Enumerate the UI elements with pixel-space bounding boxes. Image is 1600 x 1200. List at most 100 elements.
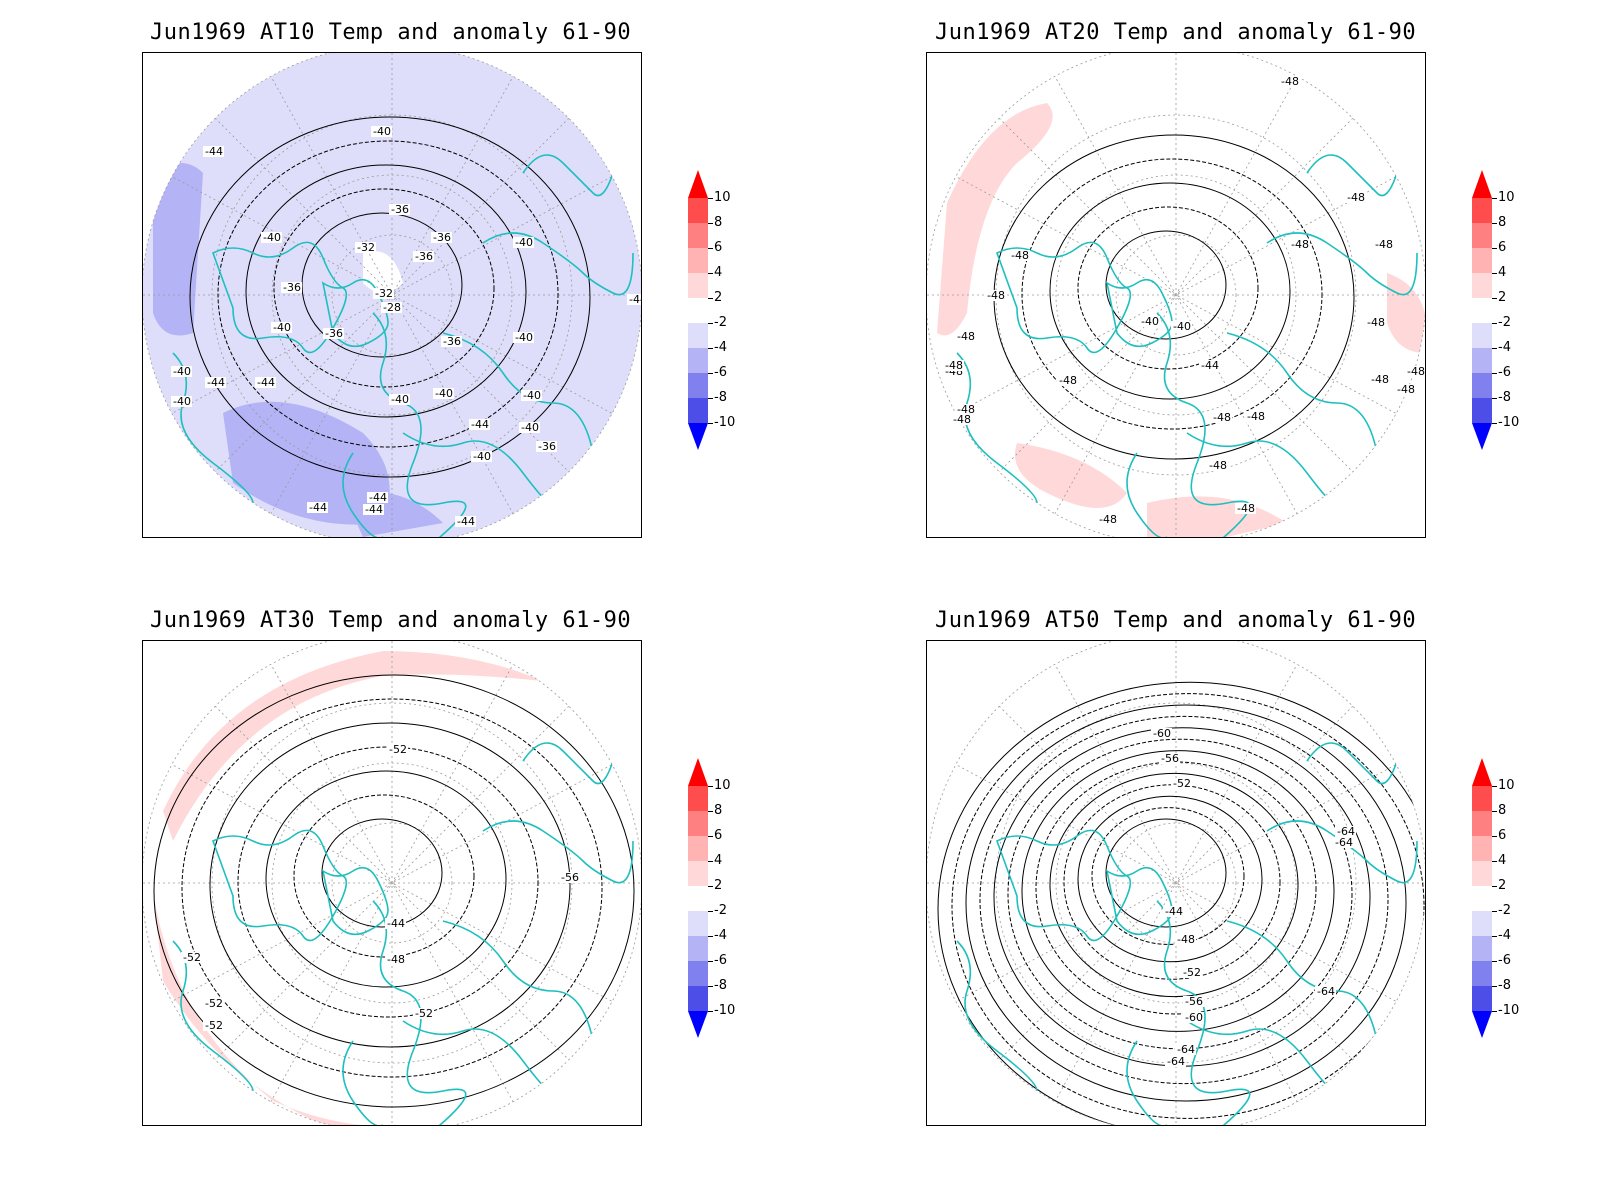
contour-label-bg — [373, 288, 394, 299]
colorbar-tick — [708, 248, 713, 249]
temperature-contour — [189, 116, 591, 478]
contour-label: -64 — [1335, 836, 1353, 849]
contour-label-bg — [1373, 239, 1394, 250]
temperature-contour — [951, 693, 1425, 1119]
colorbar-label: -10 — [1498, 415, 1520, 430]
contour-label: -40 — [435, 387, 453, 400]
contour-label: -36 — [538, 440, 556, 453]
contour-label-bg — [469, 419, 490, 430]
contour-label: -64 — [1177, 1043, 1195, 1056]
contour-label-bg — [521, 390, 542, 401]
contour-label-bg — [1405, 366, 1425, 377]
temperature-contour — [1063, 784, 1281, 980]
colorbar-svg — [688, 758, 708, 1038]
contour-label: -52 — [183, 951, 201, 964]
colorbar-label: -4 — [1498, 928, 1511, 943]
contour-label-bg — [455, 516, 476, 527]
contour-label: -40 — [263, 231, 281, 244]
grid-meridian — [927, 160, 1425, 430]
map-panel-at30: -52 -56 -44 -48 -52 -52 -52 -52 — [142, 640, 642, 1126]
colorbar-tick — [708, 298, 713, 299]
temperature-contour — [1007, 738, 1353, 1050]
contour-label: -44 — [257, 376, 275, 389]
contour-label: -44 — [1165, 905, 1183, 918]
contour-label: -48 — [1375, 238, 1393, 251]
contour-label: -48 — [1099, 513, 1117, 526]
colorbar-label: -10 — [714, 1003, 736, 1018]
colorbar-label: 2 — [714, 878, 723, 893]
colorbar-tick — [1492, 298, 1497, 299]
colorbar-at50: 10 8 6 4 2 -2 -4 -6 -8 -10 — [1472, 758, 1532, 1038]
contour-label: -44 — [369, 491, 387, 504]
temperature-contour — [237, 746, 539, 1018]
contour-label-bg — [1199, 360, 1220, 371]
coastline — [402, 1020, 564, 1102]
colorbar-tick — [1492, 811, 1497, 812]
colorbar-label: 4 — [714, 265, 723, 280]
contour-label-bg — [171, 396, 192, 407]
panel-title-at20: Jun1969 AT20 Temp and anomaly 61-90 — [935, 20, 1417, 45]
contour-label-bg — [1181, 967, 1202, 978]
coastline — [1226, 920, 1398, 1102]
colorbar-label: -10 — [1498, 1003, 1520, 1018]
contour-label: -36 — [443, 335, 461, 348]
contour-label-bg — [1279, 76, 1300, 87]
grid-parallel — [1055, 174, 1297, 416]
contour-label-bg — [955, 404, 976, 415]
colorbar-segment — [688, 398, 708, 423]
contour-label: -40 — [473, 450, 491, 463]
contour-label-bg — [1245, 411, 1266, 422]
colorbar-segment — [688, 861, 708, 886]
contour-label-bg — [1207, 460, 1228, 471]
contour-label: -48 — [1213, 411, 1231, 424]
temperature-contour — [1077, 795, 1263, 963]
contour-label: -40 — [515, 331, 533, 344]
colorbar-segment — [1472, 861, 1492, 886]
temperature-contour — [209, 722, 571, 1048]
colorbar-at30: 10 8 6 4 2 -2 -4 -6 -8 -10 — [688, 758, 748, 1038]
contour-label: -44 — [309, 501, 327, 514]
colorbar-segment — [688, 373, 708, 398]
panel-title-at50: Jun1969 AT50 Temp and anomaly 61-90 — [935, 608, 1417, 633]
contour-label-bg — [985, 290, 1006, 301]
coastline — [956, 352, 1038, 504]
contour-label: -52 — [415, 1007, 433, 1020]
colorbar-tick — [708, 861, 713, 862]
colorbar-tick — [1492, 198, 1497, 199]
colorbar-segment — [688, 886, 708, 911]
contour-label: -40 — [1141, 315, 1159, 328]
colorbar-label: -4 — [714, 928, 727, 943]
temperature-contour — [153, 674, 635, 1108]
coastline — [482, 232, 634, 296]
anomaly-shade — [363, 251, 403, 293]
anomaly-shade — [1015, 443, 1127, 508]
contour-label-bg — [1165, 1056, 1186, 1067]
grid-parallel — [271, 174, 513, 416]
colorbar-segment — [688, 323, 708, 348]
contour-label-bg — [1097, 514, 1118, 525]
contour-label-bg — [559, 872, 580, 883]
colorbar-segment — [688, 986, 708, 1011]
colorbar-segment — [688, 348, 708, 373]
contour-label: -44 — [629, 293, 641, 306]
contour-label-bg — [367, 492, 388, 503]
grid-meridian — [143, 160, 641, 430]
colorbar-label: -6 — [1498, 365, 1511, 380]
colorbar-tick — [1492, 886, 1497, 887]
map-disk — [143, 641, 641, 1125]
contour-label: -48 — [1371, 373, 1389, 386]
contour-label: -48 — [957, 403, 975, 416]
colorbar-tick — [1492, 348, 1497, 349]
colorbar-tick — [1492, 223, 1497, 224]
temperature-contour — [1105, 230, 1227, 340]
colorbar-tick — [708, 786, 713, 787]
grid-meridian — [143, 160, 641, 430]
contour-label: -44 — [205, 145, 223, 158]
colorbar-tick — [708, 373, 713, 374]
contour-label-bg — [1151, 728, 1172, 739]
colorbar-segment — [1472, 398, 1492, 423]
colorbar-label: 6 — [714, 240, 723, 255]
coastline — [1306, 742, 1398, 785]
grid-meridian — [257, 641, 527, 1125]
grid-parallel — [271, 762, 513, 1004]
